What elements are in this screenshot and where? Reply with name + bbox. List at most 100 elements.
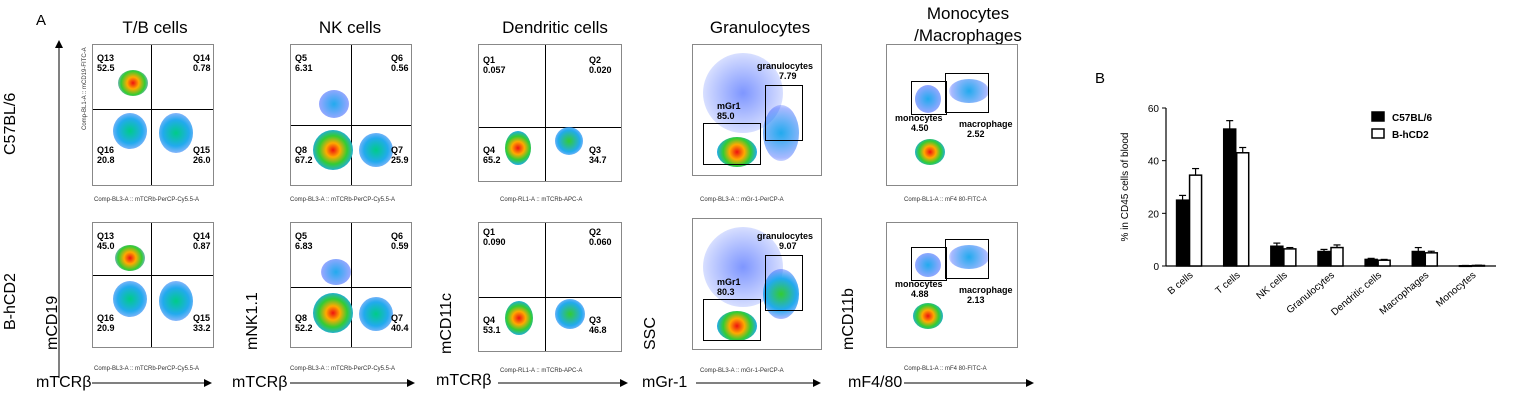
nk-bot-v3: 52.2 — [295, 323, 313, 333]
legend-label: C57BL/6 — [1392, 113, 1432, 124]
nk-bot-ylabel: mNK1.1 — [244, 292, 261, 350]
column-title-gr: Granulocytes — [709, 18, 811, 37]
y-tick-label: 40 — [1148, 157, 1160, 168]
mo-bot-plot: monocytes 4.88 macrophage 2.13 — [886, 222, 1018, 348]
nk-top-plot: Q5 6.31 Q6 0.56 Q8 67.2 Q7 25.9 — [290, 44, 412, 186]
nk-bot-q4: Q7 — [391, 313, 404, 323]
nk-bot-q1: Q5 — [295, 231, 308, 241]
mo-bot-xlabel: mF4/80 — [848, 374, 903, 391]
nk-top-q1: Q5 — [295, 53, 308, 63]
tb-x-arrow — [92, 379, 212, 387]
gr-top-mval: 85.0 — [717, 111, 735, 121]
x-tick-label: Dendritic cells — [1329, 270, 1384, 318]
bar — [1283, 248, 1297, 267]
dc-x-arrow — [498, 379, 628, 387]
row-label-hcd2: B-hCD2 — [2, 273, 19, 330]
gr-bot-xaxis: Comp-BL3-A :: mGr-1-PerCP-A — [700, 368, 784, 374]
nk-bot-xaxis: Comp-BL3-A :: mTCRb-PerCP-Cy5.5-A — [290, 366, 396, 372]
gr-bot-gval: 9.07 — [779, 241, 797, 251]
mo-top-macval: 2.52 — [967, 129, 985, 139]
nk-top-v2: 0.56 — [391, 63, 409, 73]
mo-top-xaxis: Comp-BL1-A :: mF4 80-FITC-A — [904, 197, 987, 203]
tb-top-yaxis: Comp-BL1-A :: mCD19-FITC-A — [82, 47, 88, 130]
y-axis-label: % in CD45 cells of blood — [1120, 133, 1131, 242]
gr-top-glabel: granulocytes — [757, 61, 814, 71]
mo-bot-monolabel: monocytes — [895, 279, 943, 289]
nk-top-v4: 25.9 — [391, 155, 409, 165]
tb-top-xaxis: Comp-BL3-A :: mTCRb-PerCP-Cy5.5-A — [94, 197, 200, 203]
dc-top-v3: 65.2 — [483, 155, 501, 165]
nk-x-arrow — [290, 379, 415, 387]
dc-top-q4: Q3 — [589, 145, 602, 155]
row-arrow — [55, 40, 63, 378]
dc-bot-v3: 53.1 — [483, 325, 501, 335]
dc-top-q1: Q1 — [483, 55, 496, 65]
legend-swatch — [1371, 128, 1385, 139]
x-tick-label: B cells — [1166, 270, 1196, 297]
nk-top-q2: Q6 — [391, 53, 404, 63]
gr-bot-mlabel: mGr1 — [717, 277, 741, 287]
tb-bot-v4: 33.2 — [193, 323, 211, 333]
bar — [1270, 245, 1284, 267]
tb-top-v3: 20.8 — [97, 155, 115, 165]
nk-bot-v2: 0.59 — [391, 241, 409, 251]
mo-bot-maclabel: macrophage — [959, 285, 1013, 295]
gr-bot-mval: 80.3 — [717, 287, 735, 297]
dc-bot-plot: Q1 0.090 Q2 0.060 Q4 53.1 Q3 46.8 — [478, 222, 622, 352]
x-tick-label: Macrophages — [1378, 270, 1431, 317]
bar — [1235, 152, 1250, 267]
mo-top-monoval: 4.50 — [911, 123, 929, 133]
nk-bot-plot: Q5 6.83 Q6 0.59 Q8 52.2 Q7 40.4 — [290, 222, 412, 348]
legend-label: B-hCD2 — [1392, 130, 1429, 141]
gr-bot-xlabel: mGr-1 — [642, 374, 688, 391]
mo-bot-monoval: 4.88 — [911, 289, 929, 299]
gr-bot-glabel: granulocytes — [757, 231, 814, 241]
tb-bot-ylabel: mCD19 — [44, 295, 61, 350]
gr-top-xaxis: Comp-BL3-A :: mGr-1-PerCP-A — [700, 197, 784, 203]
tb-bot-plot: Q13 45.0 Q14 0.87 Q16 20.9 Q15 33.2 — [92, 222, 214, 348]
row-label-c57: C57BL/6 — [2, 92, 19, 155]
tb-bot-q3: Q16 — [97, 313, 115, 323]
gr-x-arrow — [696, 379, 821, 387]
tb-top-v1: 52.5 — [97, 63, 115, 73]
tb-top-v2: 0.78 — [193, 63, 211, 73]
dc-bot-xaxis: Comp-RL1-A :: mTCRb-APC-A — [500, 368, 583, 374]
bar — [1377, 259, 1391, 267]
column-title-mo: Monocytes /Macrophages — [914, 4, 1022, 45]
bar — [1364, 258, 1378, 267]
nk-top-q3: Q8 — [295, 145, 308, 155]
mo-top-monolabel: monocytes — [895, 113, 943, 123]
bar — [1330, 246, 1344, 267]
bar-chart: 0 20 40 60 % in CD45 cells of blood B cells T … — [1120, 104, 1496, 318]
bar — [1411, 250, 1426, 267]
dc-bot-q3: Q4 — [483, 315, 496, 325]
y-tick-label: 20 — [1148, 209, 1160, 220]
y-tick-label: 60 — [1148, 104, 1160, 115]
dc-bot-v2: 0.060 — [589, 237, 612, 247]
dc-bot-v1: 0.090 — [483, 237, 506, 247]
panel-a-label: A — [36, 12, 47, 29]
mo-top-plot: monocytes 4.50 macrophage 2.52 — [886, 44, 1018, 186]
tb-top-q1: Q13 — [97, 53, 115, 63]
nk-top-q4: Q7 — [391, 145, 404, 155]
dc-top-xaxis: Comp-RL1-A :: mTCRb-APC-A — [500, 197, 583, 203]
tb-bot-xaxis: Comp-BL3-A :: mTCRb-PerCP-Cy5.5-A — [94, 366, 200, 372]
gr-top-plot: granulocytes 7.79 mGr1 85.0 — [692, 44, 822, 176]
tb-top-plot: Q13 52.5 Q14 0.78 Q16 20.8 Q15 26.0 — [92, 44, 214, 186]
mo-bot-ylabel: mCD11b — [840, 288, 857, 350]
nk-bot-q3: Q8 — [295, 313, 308, 323]
tb-bot-v2: 0.87 — [193, 241, 211, 251]
legend-swatch — [1371, 111, 1385, 122]
tb-bot-q4: Q15 — [193, 313, 211, 323]
nk-bot-q2: Q6 — [391, 231, 404, 241]
tb-bot-q2: Q14 — [193, 231, 211, 241]
bar — [1222, 128, 1237, 267]
tb-top-v4: 26.0 — [193, 155, 211, 165]
x-tick-label: NK cells — [1255, 270, 1290, 302]
nk-top-xaxis: Comp-BL3-A :: mTCRb-PerCP-Cy5.5-A — [290, 197, 396, 203]
panel-b-label: B — [1095, 70, 1106, 87]
tb-top-q2: Q14 — [193, 53, 211, 63]
nk-bot-xlabel: mTCRβ — [232, 374, 288, 391]
gr-bot-ylabel: SSC — [642, 317, 659, 350]
dc-top-q2: Q2 — [589, 55, 602, 65]
